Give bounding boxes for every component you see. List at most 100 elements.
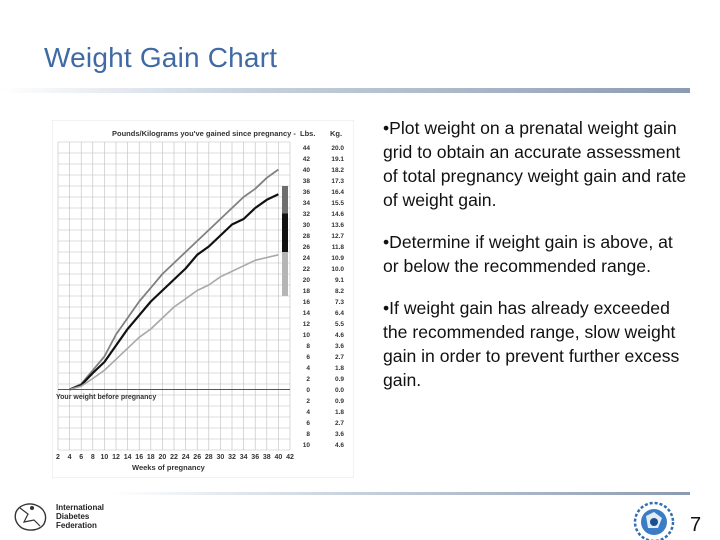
x-tick-label: 24 xyxy=(182,454,190,461)
lbs-tick-label: 44 xyxy=(303,145,311,152)
baseline-label: Your weight before pregnancy xyxy=(56,394,156,401)
x-tick-label: 12 xyxy=(112,454,120,461)
world-diabetes-day-logo-icon xyxy=(633,501,675,540)
kg-tick-label: 20.0 xyxy=(331,145,344,152)
x-tick-label: 20 xyxy=(159,454,167,461)
chart-canvas: 2 4 6 8 10 12 14 16 18 20 22 24 26 28 30 32 34 36 38 40 42 4… xyxy=(52,120,354,478)
bullet-item: •Plot weight on a prenatal weight gain g… xyxy=(383,118,687,210)
range-band xyxy=(282,186,288,214)
kg-tick-label: 8.2 xyxy=(335,288,344,295)
lbs-header: Lbs. xyxy=(300,129,315,138)
lbs-tick-label: 34 xyxy=(303,200,311,207)
lbs-tick-label: 8 xyxy=(306,431,310,438)
lbs-tick-labels: 4442403836343230282624222018161412108642… xyxy=(303,145,311,449)
x-tick-label: 10 xyxy=(101,454,109,461)
kg-tick-label: 9.1 xyxy=(335,277,344,284)
x-tick-label: 42 xyxy=(286,454,294,461)
x-tick-labels: 2 4 6 8 10 12 14 16 18 20 22 24 26 28 30 32 34 36 38 40 42 xyxy=(56,454,294,461)
lbs-tick-label: 38 xyxy=(303,178,311,185)
x-tick-label: 18 xyxy=(147,454,155,461)
x-tick-label: 14 xyxy=(124,454,132,461)
lbs-tick-label: 4 xyxy=(306,365,310,372)
x-tick-label: 34 xyxy=(240,454,248,461)
x-tick-label: 8 xyxy=(91,454,95,461)
lbs-tick-label: 24 xyxy=(303,255,311,262)
kg-tick-label: 3.6 xyxy=(335,343,344,350)
kg-tick-label: 14.6 xyxy=(331,211,344,218)
slide-title: Weight Gain Chart xyxy=(44,42,278,73)
chart-title: Pounds/Kilograms you've gained since pre… xyxy=(112,129,296,138)
idf-line-3: Federation xyxy=(56,521,97,530)
lbs-tick-label: 8 xyxy=(306,343,310,350)
idf-logo-text: International Diabetes Federation xyxy=(56,503,104,530)
page-number: 7 xyxy=(690,514,702,536)
weight-gain-chart: 2 4 6 8 10 12 14 16 18 20 22 24 26 28 30 32 34 36 38 40 42 4… xyxy=(52,120,354,478)
kg-tick-label: 12.7 xyxy=(331,233,344,240)
kg-tick-label: 0.9 xyxy=(335,376,344,383)
kg-tick-label: 15.5 xyxy=(331,200,344,207)
x-tick-label: 30 xyxy=(217,454,225,461)
kg-tick-label: 17.3 xyxy=(331,178,344,185)
bullet-list: •Plot weight on a prenatal weight gain g… xyxy=(383,116,693,410)
kg-tick-label: 11.8 xyxy=(332,244,345,251)
lbs-tick-label: 36 xyxy=(303,189,311,196)
x-tick-label: 40 xyxy=(275,454,283,461)
bullet-item: •If weight gain has already exceeded the… xyxy=(383,298,680,390)
lbs-tick-label: 18 xyxy=(303,288,311,295)
footer-divider xyxy=(110,492,690,495)
kg-tick-label: 4.6 xyxy=(335,332,344,339)
x-tick-label: 36 xyxy=(251,454,259,461)
x-tick-label: 6 xyxy=(79,454,83,461)
lbs-tick-label: 26 xyxy=(303,244,311,251)
kg-tick-label: 18.2 xyxy=(331,167,344,174)
kg-tick-labels: 20.0 19.1 18.2 17.3 16.4 15.5 14.6 13.6 12.7 11.8… xyxy=(331,145,344,449)
series-line-recommended xyxy=(69,193,279,391)
lbs-tick-label: 6 xyxy=(306,420,310,427)
range-band xyxy=(282,252,288,296)
lbs-tick-label: 0 xyxy=(306,387,310,394)
lbs-tick-label: 20 xyxy=(303,277,311,284)
range-bands xyxy=(282,186,288,296)
x-tick-label: 38 xyxy=(263,454,271,461)
lbs-tick-label: 42 xyxy=(303,156,311,163)
lbs-tick-label: 2 xyxy=(306,376,310,383)
x-tick-label: 28 xyxy=(205,454,213,461)
kg-tick-label: 19.1 xyxy=(331,156,344,163)
kg-tick-label: 0.0 xyxy=(335,387,344,394)
lbs-tick-label: 6 xyxy=(306,354,310,361)
lbs-tick-label: 28 xyxy=(303,233,311,240)
kg-tick-label: 1.8 xyxy=(335,365,344,372)
kg-tick-label: 6.4 xyxy=(335,310,344,317)
kg-tick-label: 10.9 xyxy=(331,255,344,262)
lbs-tick-label: 14 xyxy=(303,310,311,317)
x-axis-label: Weeks of pregnancy xyxy=(132,463,206,472)
lbs-tick-label: 22 xyxy=(303,266,311,273)
x-tick-label: 2 xyxy=(56,454,60,461)
chart-grid xyxy=(57,141,291,451)
chart-background xyxy=(52,120,354,478)
lbs-tick-label: 40 xyxy=(303,167,311,174)
range-band xyxy=(282,208,288,252)
kg-tick-label: 7.3 xyxy=(335,299,344,306)
x-tick-label: 4 xyxy=(68,454,72,461)
series-line-upper-limit xyxy=(69,168,279,391)
idf-line-2: Diabetes xyxy=(56,512,90,521)
series-line-lower-limit xyxy=(69,254,279,391)
lbs-tick-label: 12 xyxy=(303,321,311,328)
kg-tick-label: 0.9 xyxy=(335,398,344,405)
x-tick-label: 22 xyxy=(170,454,178,461)
title-divider xyxy=(0,88,690,93)
kg-tick-label: 1.8 xyxy=(335,409,344,416)
lbs-tick-label: 30 xyxy=(303,222,311,229)
series-lines xyxy=(69,168,279,391)
lbs-tick-label: 4 xyxy=(306,409,310,416)
kg-tick-label: 2.7 xyxy=(335,354,344,361)
kg-tick-label: 5.5 xyxy=(335,321,344,328)
kg-header: Kg. xyxy=(330,129,342,138)
x-tick-label: 26 xyxy=(193,454,201,461)
lbs-tick-label: 10 xyxy=(303,332,311,339)
lbs-tick-label: 16 xyxy=(303,299,311,306)
kg-tick-label: 4.6 xyxy=(335,442,344,449)
idf-line-1: International xyxy=(56,503,105,512)
lbs-tick-label: 10 xyxy=(303,442,311,449)
